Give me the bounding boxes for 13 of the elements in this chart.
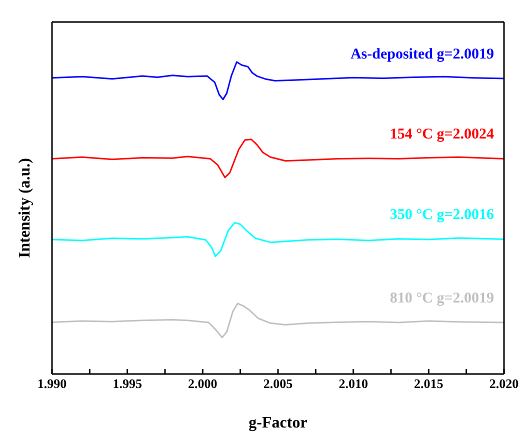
x-tick-label: 2.015 <box>414 376 444 392</box>
x-tick-label: 2.010 <box>338 376 368 392</box>
series-label: 810 °C g=2.0019 <box>390 290 494 307</box>
x-tick-label: 2.000 <box>188 376 218 392</box>
series-label: 154 °C g=2.0024 <box>390 126 494 143</box>
x-tick-label: 2.020 <box>489 376 519 392</box>
series-label: 350 °C g=2.0016 <box>390 207 494 224</box>
y-axis-title: Intensity (a.u.) <box>16 158 34 258</box>
x-tick-label: 1.995 <box>112 376 142 392</box>
x-tick-label: 2.005 <box>263 376 294 392</box>
x-tick-label: 1.990 <box>37 376 67 392</box>
x-axis-title: g-Factor <box>248 414 308 432</box>
series-label: As-deposited g=2.0019 <box>350 46 494 63</box>
